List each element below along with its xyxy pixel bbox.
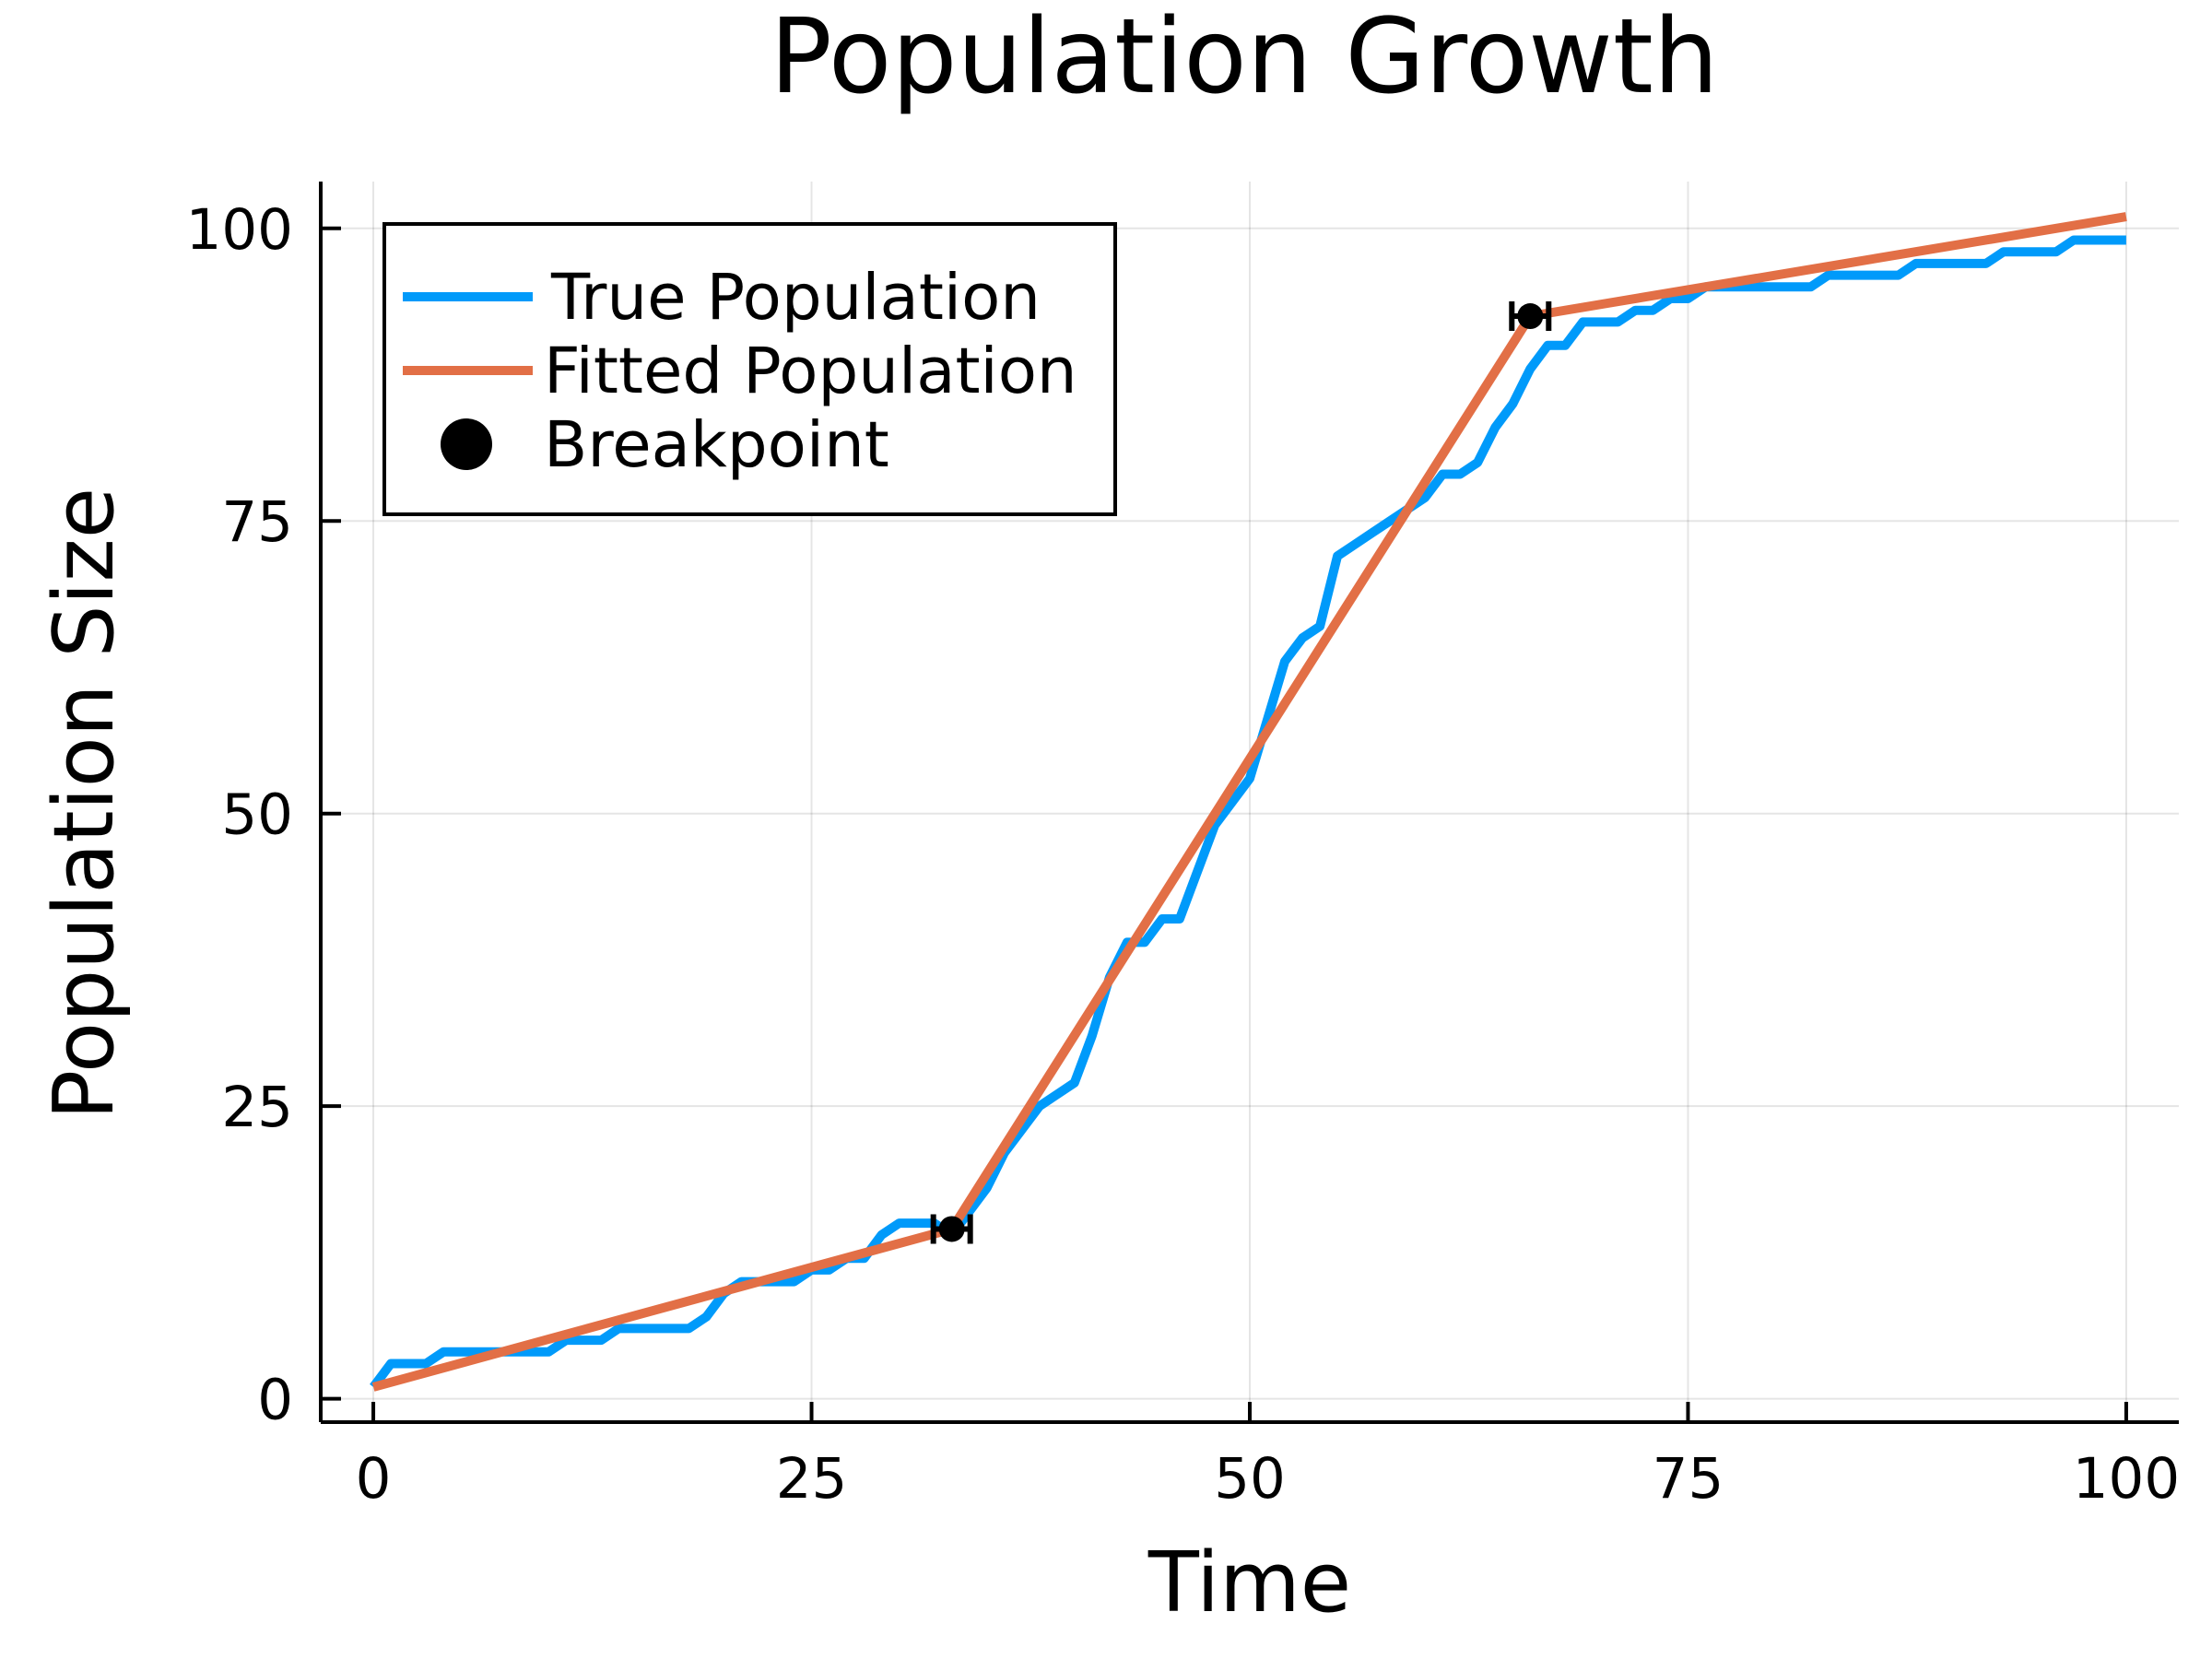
y-tick-label: 100 bbox=[186, 197, 293, 263]
breakpoint-marker bbox=[930, 1214, 973, 1244]
x-tick-label: 0 bbox=[356, 1446, 392, 1512]
plot-series bbox=[370, 212, 2127, 1392]
x-tick-label: 75 bbox=[1653, 1446, 1724, 1512]
y-tick-label: 0 bbox=[257, 1368, 293, 1433]
y-tick-label: 50 bbox=[221, 782, 293, 848]
x-tick-label: 25 bbox=[776, 1446, 848, 1512]
legend: True Population Fitted Population Breakp… bbox=[382, 222, 1117, 516]
y-axis-label: Population Size bbox=[36, 488, 133, 1120]
y-tick-label: 25 bbox=[221, 1075, 293, 1140]
breakpoint-marker bbox=[1509, 301, 1552, 332]
y-tick-label: 75 bbox=[221, 489, 293, 555]
legend-swatch-breakpoint bbox=[441, 418, 492, 470]
x-tick-label: 50 bbox=[1214, 1446, 1286, 1512]
breakpoint-point bbox=[938, 1216, 965, 1242]
legend-label-true-population: True Population bbox=[550, 261, 1041, 335]
axis-ticks: 0 25 50 75 100 0 25 50 75 100 bbox=[186, 197, 2181, 1512]
series-line-true-population bbox=[370, 235, 2126, 1390]
x-axis-label: Time bbox=[1147, 1535, 1351, 1631]
series-line-fitted-population bbox=[371, 212, 2127, 1392]
breakpoint-point bbox=[1517, 303, 1544, 330]
chart-title: Population Growth bbox=[770, 0, 1718, 117]
legend-label-breakpoint: Breakpoint bbox=[544, 408, 889, 482]
legend-label-fitted-population: Fitted Population bbox=[544, 335, 1077, 408]
grid-lines bbox=[321, 182, 2179, 1422]
x-tick-label: 100 bbox=[2073, 1446, 2180, 1512]
